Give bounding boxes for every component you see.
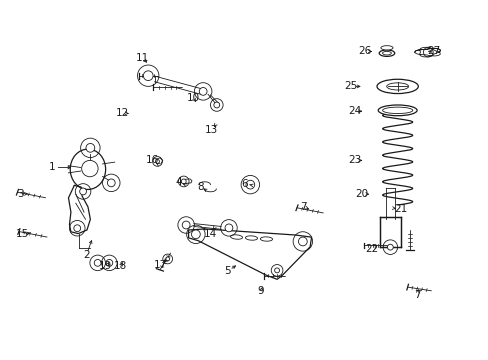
- Text: 13: 13: [205, 125, 218, 135]
- Ellipse shape: [106, 260, 113, 266]
- Text: 1: 1: [49, 162, 56, 172]
- Text: 5: 5: [224, 266, 230, 276]
- Text: 11: 11: [136, 53, 149, 63]
- Text: 6: 6: [241, 179, 247, 189]
- Text: 16: 16: [145, 156, 159, 165]
- Ellipse shape: [378, 50, 394, 57]
- Text: 9: 9: [257, 287, 264, 296]
- Ellipse shape: [165, 257, 169, 261]
- Ellipse shape: [230, 235, 242, 239]
- Ellipse shape: [386, 83, 408, 90]
- Text: 21: 21: [394, 204, 407, 214]
- Text: 8: 8: [197, 182, 203, 192]
- Ellipse shape: [182, 221, 190, 229]
- Ellipse shape: [423, 47, 432, 57]
- Text: 27: 27: [427, 46, 440, 56]
- Text: 25: 25: [343, 81, 356, 91]
- Text: 15: 15: [16, 229, 29, 239]
- Text: 7: 7: [300, 202, 306, 212]
- Ellipse shape: [224, 224, 232, 232]
- Ellipse shape: [245, 180, 254, 189]
- Text: 2: 2: [83, 250, 90, 260]
- Ellipse shape: [191, 230, 200, 239]
- Ellipse shape: [382, 107, 412, 113]
- Ellipse shape: [274, 268, 279, 273]
- Text: 18: 18: [114, 261, 127, 271]
- Ellipse shape: [74, 225, 81, 231]
- Text: 7: 7: [413, 290, 420, 300]
- Ellipse shape: [298, 237, 306, 246]
- Text: 3: 3: [18, 189, 24, 199]
- Polygon shape: [188, 229, 311, 279]
- Text: 12: 12: [115, 108, 128, 118]
- Text: 24: 24: [348, 107, 361, 116]
- Ellipse shape: [245, 236, 257, 240]
- Text: 23: 23: [348, 156, 361, 165]
- Ellipse shape: [380, 46, 392, 50]
- Ellipse shape: [181, 179, 186, 184]
- Ellipse shape: [393, 82, 401, 90]
- Ellipse shape: [94, 260, 101, 266]
- Text: 14: 14: [203, 229, 217, 239]
- Ellipse shape: [377, 105, 416, 116]
- Text: 10: 10: [186, 93, 200, 103]
- Text: 26: 26: [358, 46, 371, 57]
- Ellipse shape: [80, 188, 86, 195]
- Ellipse shape: [213, 102, 219, 108]
- Ellipse shape: [260, 237, 272, 241]
- Ellipse shape: [386, 244, 392, 250]
- Ellipse shape: [376, 79, 417, 94]
- Ellipse shape: [86, 144, 95, 152]
- Ellipse shape: [199, 87, 206, 95]
- Text: 19: 19: [99, 261, 112, 271]
- Ellipse shape: [143, 71, 153, 81]
- Ellipse shape: [81, 160, 98, 177]
- Text: 22: 22: [365, 244, 378, 253]
- Ellipse shape: [382, 51, 390, 55]
- Text: 4: 4: [175, 177, 182, 187]
- Bar: [379, 217, 400, 247]
- Ellipse shape: [107, 179, 115, 187]
- Ellipse shape: [155, 159, 159, 163]
- Text: 17: 17: [154, 260, 167, 270]
- Text: 20: 20: [355, 189, 368, 199]
